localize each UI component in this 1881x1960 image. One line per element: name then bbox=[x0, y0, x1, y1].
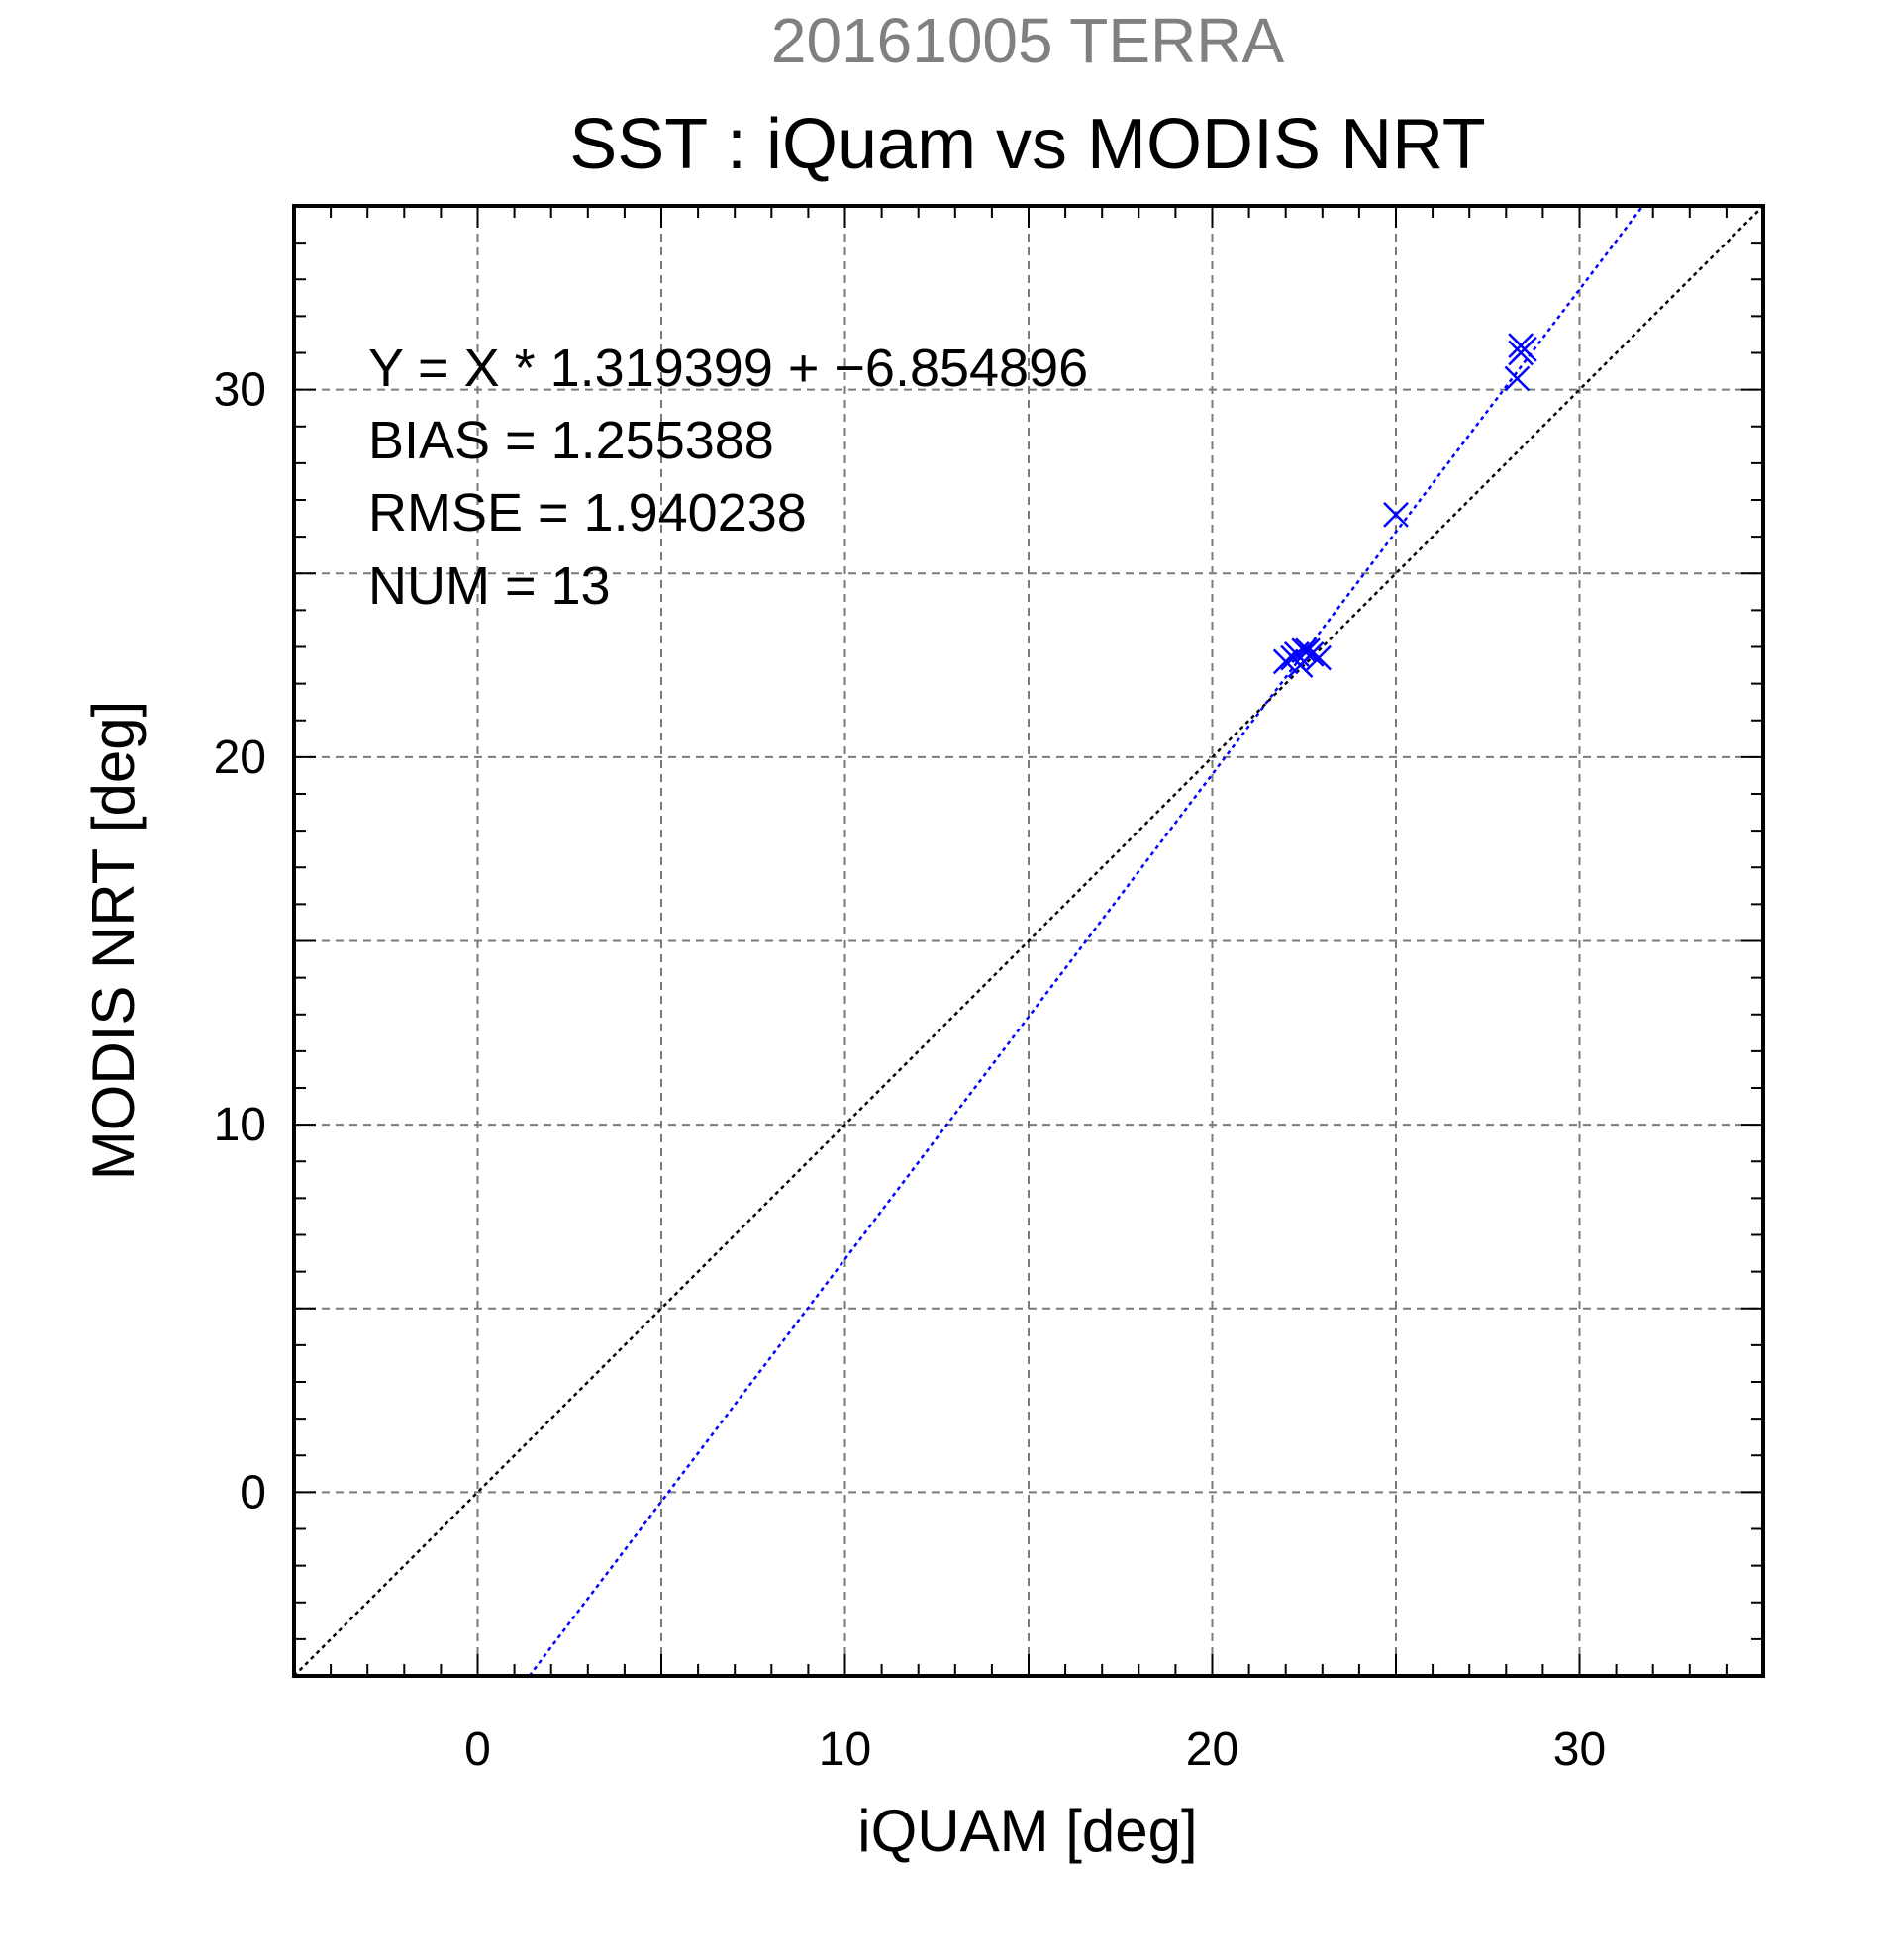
x-tick-label: 20 bbox=[1186, 1723, 1238, 1776]
data-point-stroke bbox=[1280, 644, 1307, 671]
y-tick-label: 10 bbox=[214, 1099, 266, 1151]
data-point bbox=[1508, 333, 1534, 358]
bias-stat: BIAS = 1.255388 bbox=[368, 411, 774, 470]
fit-equation: Y = X * 1.319399 + −6.854896 bbox=[368, 339, 1088, 398]
data-point bbox=[1295, 637, 1321, 664]
chart-supertitle: 20161005 TERRA bbox=[771, 5, 1285, 76]
identity-line bbox=[293, 205, 1764, 1677]
x-tick-label: 0 bbox=[464, 1723, 491, 1776]
data-point-stroke bbox=[1508, 333, 1534, 358]
data-points bbox=[1272, 333, 1537, 678]
data-point bbox=[1504, 365, 1531, 392]
data-point-stroke bbox=[1383, 501, 1409, 528]
regression-line bbox=[528, 205, 1644, 1677]
num-stat: NUM = 13 bbox=[368, 556, 611, 616]
x-tick-label: 30 bbox=[1553, 1723, 1606, 1776]
y-tick-label: 20 bbox=[214, 732, 266, 784]
x-axis-label: iQUAM [deg] bbox=[857, 1798, 1197, 1864]
data-point bbox=[1383, 501, 1409, 528]
data-point-stroke bbox=[1504, 365, 1531, 392]
x-tick-label: 10 bbox=[819, 1723, 871, 1776]
data-point bbox=[1272, 648, 1299, 675]
y-axis-label: MODIS NRT [deg] bbox=[80, 701, 147, 1181]
rmse-stat: RMSE = 1.940238 bbox=[368, 483, 807, 542]
fit-statistics: Y = X * 1.319399 + −6.854896 BIAS = 1.25… bbox=[368, 339, 1088, 616]
y-tick-label: 0 bbox=[240, 1466, 266, 1519]
chart-title: SST : iQuam vs MODIS NRT bbox=[569, 105, 1486, 184]
tick-labels: 0 10 20 30 0 10 20 30 bbox=[214, 364, 1607, 1776]
data-point bbox=[1280, 644, 1307, 671]
reference-lines bbox=[293, 205, 1764, 1677]
data-point-stroke bbox=[1272, 648, 1299, 675]
data-point bbox=[1291, 637, 1318, 664]
y-tick-label: 30 bbox=[214, 364, 266, 417]
data-point-stroke bbox=[1295, 637, 1321, 664]
data-point-stroke bbox=[1306, 644, 1332, 671]
data-point bbox=[1306, 644, 1332, 671]
plot-frame bbox=[292, 204, 1765, 1678]
data-point-stroke bbox=[1291, 637, 1318, 664]
